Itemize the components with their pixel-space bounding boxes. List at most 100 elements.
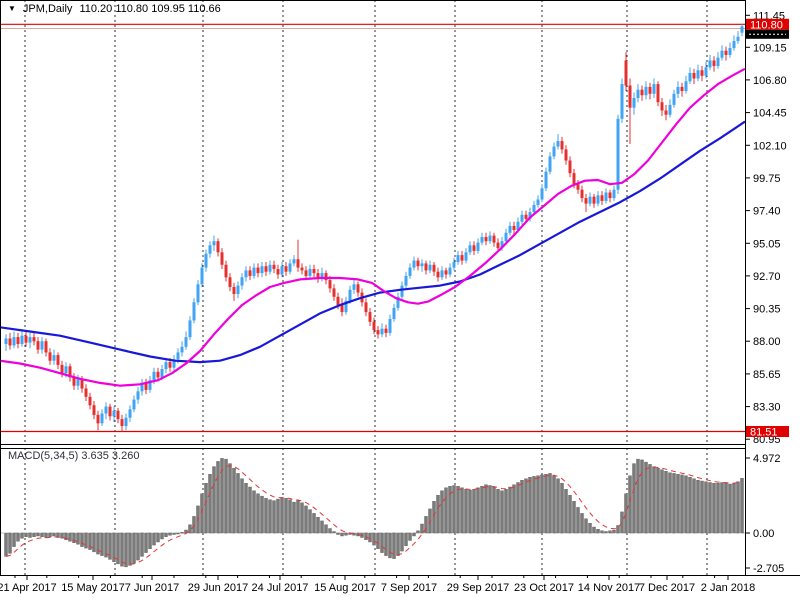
svg-text:83.30: 83.30 (753, 402, 781, 414)
macd-bar (68, 532, 72, 542)
macd-bar (432, 501, 436, 534)
candle-body (576, 184, 580, 190)
candle-body (376, 330, 380, 335)
candle-body (400, 285, 404, 297)
svg-text:110.80: 110.80 (750, 19, 783, 31)
candle-body (720, 50, 724, 58)
macd-bar (252, 490, 256, 534)
macd-bar (224, 458, 228, 534)
price-line-tag: 81.51 (746, 426, 789, 439)
candle-body (68, 366, 72, 378)
macd-bar (364, 532, 368, 540)
macd-bar (604, 531, 608, 534)
candle-body (428, 264, 432, 271)
macd-bar (612, 529, 616, 534)
candle-body (432, 264, 436, 272)
candle-body (496, 242, 500, 249)
macd-bar (340, 532, 344, 537)
candle-body (640, 89, 644, 96)
macd-bar (412, 532, 416, 537)
macd-bar (292, 501, 296, 534)
macd-bar (300, 502, 304, 534)
macd-bar (592, 526, 596, 534)
macd-bar (332, 531, 336, 534)
candle-body (548, 156, 552, 172)
candle-body (16, 337, 20, 344)
candle-body (260, 266, 264, 274)
candle-body (224, 264, 228, 278)
macd-bar (28, 532, 32, 538)
macd-bar (212, 466, 216, 534)
candle-body (152, 371, 156, 381)
candle-body (484, 237, 488, 242)
chart-menu-icon[interactable]: ▼ (8, 4, 16, 13)
svg-text:90.35: 90.35 (753, 304, 781, 316)
time-axis: 21 Apr 2017 15 May 2017 7 Jun 2017 29 Jun 2… (0, 575, 755, 594)
chart-title: ▼ JPM,Daily 110.20 110.80 109.95 110.66 (8, 3, 221, 15)
candle-body (724, 50, 728, 55)
candle-body (252, 267, 256, 276)
macd-bar (372, 532, 376, 546)
macd-bar (44, 532, 48, 538)
macd-bar (572, 501, 576, 534)
candle-body (416, 260, 420, 267)
candle-body (532, 205, 536, 212)
candle-body (136, 391, 140, 400)
candle-body (76, 378, 80, 386)
candle-body (712, 60, 716, 66)
candle-body (280, 266, 284, 275)
macd-bar (240, 478, 244, 534)
macd-bar (532, 476, 536, 534)
candle-body (688, 73, 692, 82)
candle-body (124, 417, 128, 426)
candle-body (620, 84, 624, 119)
macd-bar (408, 532, 412, 541)
price-pane[interactable] (0, 23, 745, 433)
candle-body (44, 341, 48, 353)
candle-body (608, 192, 612, 199)
macd-bar (504, 489, 508, 534)
candle-body (52, 355, 56, 361)
macd-bar (736, 481, 740, 534)
candle-body (668, 104, 672, 115)
macd-bar (228, 463, 232, 534)
candle-body (288, 263, 292, 272)
candle-body (520, 214, 524, 222)
macd-bar (112, 532, 116, 562)
candle-body (228, 277, 232, 287)
candle-body (588, 196, 592, 204)
macd-pane[interactable] (0, 458, 745, 568)
macd-bar (588, 523, 592, 534)
macd-bar (424, 516, 428, 534)
candle-body (36, 341, 40, 350)
macd-bar (116, 532, 120, 565)
candle-body (304, 270, 308, 276)
candle-body (232, 287, 236, 294)
svg-text:15 Aug 2017: 15 Aug 2017 (314, 582, 376, 594)
candle-body (436, 271, 440, 278)
svg-text:15 May 2017: 15 May 2017 (61, 582, 125, 594)
candle-body (456, 255, 460, 262)
candle-body (676, 86, 680, 94)
candle-body (200, 267, 204, 285)
candle-body (508, 225, 512, 233)
candle-body (120, 419, 124, 426)
macd-bar (584, 518, 588, 534)
candle-body (740, 26, 744, 33)
candle-body (500, 241, 504, 249)
macd-bar (528, 477, 532, 534)
candle-body (628, 85, 632, 108)
macd-bar (456, 486, 460, 534)
macd-bar (108, 532, 112, 560)
macd-bar (640, 459, 644, 534)
candle-body (220, 252, 224, 265)
candle-body (448, 267, 452, 275)
macd-bar (680, 474, 684, 534)
macd-bar (488, 485, 492, 534)
macd-bar (416, 530, 420, 534)
macd-bar (616, 525, 620, 534)
current-price-tag: 110.80 (746, 18, 789, 39)
candle-body (580, 189, 584, 199)
macd-bar (696, 480, 700, 534)
